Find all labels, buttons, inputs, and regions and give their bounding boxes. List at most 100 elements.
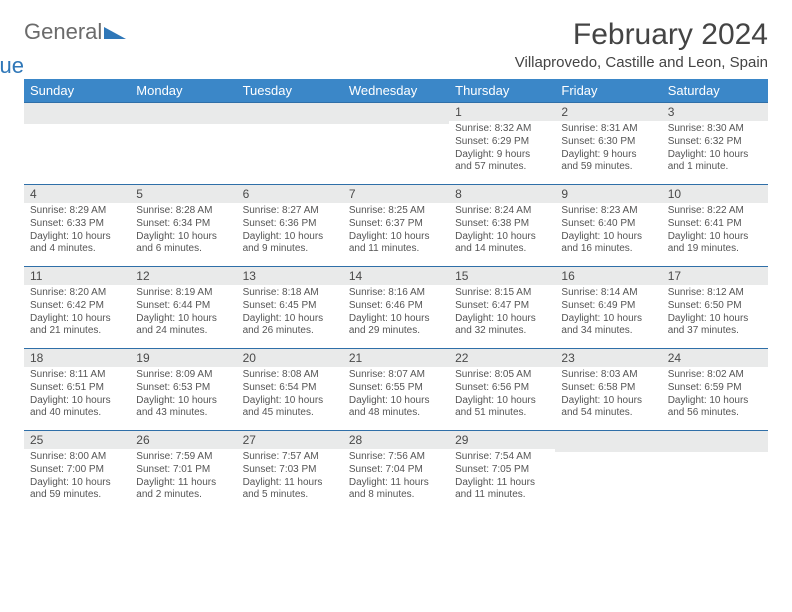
sunset-text: Sunset: 6:51 PM	[30, 382, 124, 395]
calendar-day-cell: 18Sunrise: 8:11 AMSunset: 6:51 PMDayligh…	[24, 348, 130, 430]
sunset-text: Sunset: 6:50 PM	[668, 300, 762, 313]
daylight-text: Daylight: 10 hours and 24 minutes.	[136, 313, 230, 339]
sunrise-text: Sunrise: 8:02 AM	[668, 369, 762, 382]
day-details: Sunrise: 8:00 AMSunset: 7:00 PMDaylight:…	[24, 449, 130, 506]
location-subtitle: Villaprovedo, Castille and Leon, Spain	[515, 54, 768, 71]
day-details: Sunrise: 7:59 AMSunset: 7:01 PMDaylight:…	[130, 449, 236, 506]
sunrise-text: Sunrise: 8:28 AM	[136, 205, 230, 218]
day-details: Sunrise: 8:24 AMSunset: 6:38 PMDaylight:…	[449, 203, 555, 260]
day-details: Sunrise: 8:12 AMSunset: 6:50 PMDaylight:…	[662, 285, 768, 342]
daylight-text: Daylight: 10 hours and 32 minutes.	[455, 313, 549, 339]
weekday-header-row: Sunday Monday Tuesday Wednesday Thursday…	[24, 79, 768, 102]
calendar-day-cell: 3Sunrise: 8:30 AMSunset: 6:32 PMDaylight…	[662, 102, 768, 184]
calendar-week-row: 25Sunrise: 8:00 AMSunset: 7:00 PMDayligh…	[24, 430, 768, 520]
calendar-day-cell: 13Sunrise: 8:18 AMSunset: 6:45 PMDayligh…	[237, 266, 343, 348]
daylight-text: Daylight: 10 hours and 19 minutes.	[668, 231, 762, 257]
daylight-text: Daylight: 9 hours and 57 minutes.	[455, 149, 549, 175]
day-number: 14	[343, 266, 449, 285]
sunset-text: Sunset: 6:32 PM	[668, 136, 762, 149]
sunset-text: Sunset: 6:29 PM	[455, 136, 549, 149]
daylight-text: Daylight: 10 hours and 40 minutes.	[30, 395, 124, 421]
day-details: Sunrise: 8:03 AMSunset: 6:58 PMDaylight:…	[555, 367, 661, 424]
calendar-day-cell: 14Sunrise: 8:16 AMSunset: 6:46 PMDayligh…	[343, 266, 449, 348]
day-details: Sunrise: 8:28 AMSunset: 6:34 PMDaylight:…	[130, 203, 236, 260]
sunrise-text: Sunrise: 8:25 AM	[349, 205, 443, 218]
sunset-text: Sunset: 6:41 PM	[668, 218, 762, 231]
day-number: 15	[449, 266, 555, 285]
calendar-day-cell: 26Sunrise: 7:59 AMSunset: 7:01 PMDayligh…	[130, 430, 236, 520]
calendar-day-cell	[130, 102, 236, 184]
day-number: 19	[130, 348, 236, 367]
day-details: Sunrise: 8:31 AMSunset: 6:30 PMDaylight:…	[555, 121, 661, 178]
day-number: 7	[343, 184, 449, 203]
sunrise-text: Sunrise: 8:14 AM	[561, 287, 655, 300]
sunrise-text: Sunrise: 8:27 AM	[243, 205, 337, 218]
day-details: Sunrise: 8:07 AMSunset: 6:55 PMDaylight:…	[343, 367, 449, 424]
sunset-text: Sunset: 6:30 PM	[561, 136, 655, 149]
sunrise-text: Sunrise: 8:07 AM	[349, 369, 443, 382]
daylight-text: Daylight: 11 hours and 8 minutes.	[349, 477, 443, 503]
weekday-header: Friday	[555, 79, 661, 102]
sunrise-text: Sunrise: 8:16 AM	[349, 287, 443, 300]
sunrise-text: Sunrise: 8:22 AM	[668, 205, 762, 218]
day-details: Sunrise: 8:32 AMSunset: 6:29 PMDaylight:…	[449, 121, 555, 178]
brand-part1: General	[24, 22, 102, 42]
day-details: Sunrise: 8:25 AMSunset: 6:37 PMDaylight:…	[343, 203, 449, 260]
sunset-text: Sunset: 6:53 PM	[136, 382, 230, 395]
daylight-text: Daylight: 10 hours and 29 minutes.	[349, 313, 443, 339]
calendar-day-cell: 22Sunrise: 8:05 AMSunset: 6:56 PMDayligh…	[449, 348, 555, 430]
sunrise-text: Sunrise: 8:09 AM	[136, 369, 230, 382]
calendar-day-cell: 16Sunrise: 8:14 AMSunset: 6:49 PMDayligh…	[555, 266, 661, 348]
weekday-header: Wednesday	[343, 79, 449, 102]
sunset-text: Sunset: 7:01 PM	[136, 464, 230, 477]
calendar-day-cell: 8Sunrise: 8:24 AMSunset: 6:38 PMDaylight…	[449, 184, 555, 266]
calendar-day-cell: 29Sunrise: 7:54 AMSunset: 7:05 PMDayligh…	[449, 430, 555, 520]
daylight-text: Daylight: 10 hours and 16 minutes.	[561, 231, 655, 257]
sunrise-text: Sunrise: 8:23 AM	[561, 205, 655, 218]
weekday-header: Thursday	[449, 79, 555, 102]
daylight-text: Daylight: 10 hours and 4 minutes.	[30, 231, 124, 257]
day-details: Sunrise: 7:57 AMSunset: 7:03 PMDaylight:…	[237, 449, 343, 506]
brand-triangle-icon	[104, 27, 126, 39]
sunset-text: Sunset: 6:47 PM	[455, 300, 549, 313]
calendar-day-cell	[343, 102, 449, 184]
day-number: 29	[449, 430, 555, 449]
sunrise-text: Sunrise: 7:57 AM	[243, 451, 337, 464]
sunrise-text: Sunrise: 8:03 AM	[561, 369, 655, 382]
weekday-header: Monday	[130, 79, 236, 102]
day-number: 5	[130, 184, 236, 203]
day-details: Sunrise: 8:23 AMSunset: 6:40 PMDaylight:…	[555, 203, 661, 260]
day-details: Sunrise: 7:54 AMSunset: 7:05 PMDaylight:…	[449, 449, 555, 506]
day-details: Sunrise: 8:19 AMSunset: 6:44 PMDaylight:…	[130, 285, 236, 342]
day-details: Sunrise: 8:30 AMSunset: 6:32 PMDaylight:…	[662, 121, 768, 178]
calendar-day-cell	[662, 430, 768, 520]
sunrise-text: Sunrise: 8:30 AM	[668, 123, 762, 136]
weekday-header: Sunday	[24, 79, 130, 102]
calendar-day-cell: 10Sunrise: 8:22 AMSunset: 6:41 PMDayligh…	[662, 184, 768, 266]
day-number: 22	[449, 348, 555, 367]
sunset-text: Sunset: 6:42 PM	[30, 300, 124, 313]
weekday-header: Tuesday	[237, 79, 343, 102]
calendar-day-cell: 9Sunrise: 8:23 AMSunset: 6:40 PMDaylight…	[555, 184, 661, 266]
sunset-text: Sunset: 7:05 PM	[455, 464, 549, 477]
sunset-text: Sunset: 6:40 PM	[561, 218, 655, 231]
calendar-day-cell: 24Sunrise: 8:02 AMSunset: 6:59 PMDayligh…	[662, 348, 768, 430]
sunset-text: Sunset: 6:49 PM	[561, 300, 655, 313]
daylight-text: Daylight: 10 hours and 48 minutes.	[349, 395, 443, 421]
day-details: Sunrise: 8:16 AMSunset: 6:46 PMDaylight:…	[343, 285, 449, 342]
daylight-text: Daylight: 10 hours and 56 minutes.	[668, 395, 762, 421]
daylight-text: Daylight: 10 hours and 54 minutes.	[561, 395, 655, 421]
day-number: 27	[237, 430, 343, 449]
day-number: 12	[130, 266, 236, 285]
daylight-text: Daylight: 10 hours and 45 minutes.	[243, 395, 337, 421]
sunrise-text: Sunrise: 8:18 AM	[243, 287, 337, 300]
day-number: 2	[555, 102, 661, 121]
day-details: Sunrise: 8:02 AMSunset: 6:59 PMDaylight:…	[662, 367, 768, 424]
sunrise-text: Sunrise: 8:05 AM	[455, 369, 549, 382]
day-number: 8	[449, 184, 555, 203]
sunset-text: Sunset: 6:38 PM	[455, 218, 549, 231]
sunset-text: Sunset: 6:33 PM	[30, 218, 124, 231]
sunrise-text: Sunrise: 8:15 AM	[455, 287, 549, 300]
calendar-day-cell: 21Sunrise: 8:07 AMSunset: 6:55 PMDayligh…	[343, 348, 449, 430]
daylight-text: Daylight: 11 hours and 2 minutes.	[136, 477, 230, 503]
